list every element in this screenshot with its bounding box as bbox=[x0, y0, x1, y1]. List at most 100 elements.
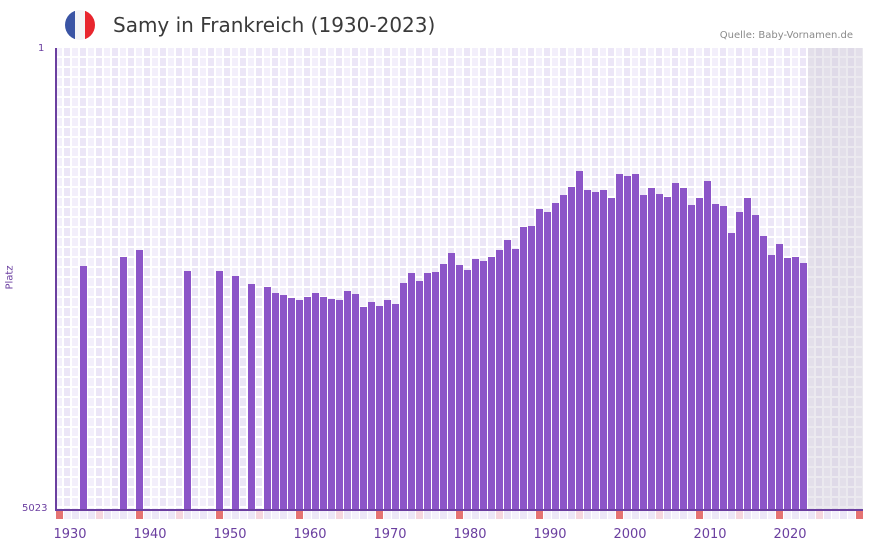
year-marker bbox=[352, 511, 359, 519]
year-marker bbox=[536, 511, 543, 519]
bar-2018 bbox=[776, 243, 783, 510]
bar-1976 bbox=[440, 264, 447, 510]
year-marker bbox=[376, 511, 383, 519]
bar-2002 bbox=[648, 188, 655, 510]
year-marker bbox=[832, 511, 839, 519]
y-axis-title: Platz bbox=[4, 265, 16, 290]
bar-1966 bbox=[360, 306, 367, 510]
year-marker bbox=[120, 511, 127, 519]
year-marker bbox=[528, 511, 535, 519]
year-marker bbox=[192, 511, 199, 519]
bar-1985 bbox=[512, 249, 519, 510]
bar-1977 bbox=[448, 252, 455, 510]
year-marker bbox=[400, 511, 407, 519]
year-marker bbox=[728, 511, 735, 519]
year-marker bbox=[256, 511, 263, 519]
year-marker bbox=[336, 511, 343, 519]
year-marker bbox=[248, 511, 255, 519]
year-marker bbox=[296, 511, 303, 519]
year-marker bbox=[64, 511, 71, 519]
year-marker bbox=[224, 511, 231, 519]
year-marker bbox=[168, 511, 175, 519]
year-marker bbox=[568, 511, 575, 519]
year-marker bbox=[856, 511, 863, 519]
year-marker bbox=[424, 511, 431, 519]
bar-1963 bbox=[336, 299, 343, 510]
source-credit: Quelle: Baby-Vornamen.de bbox=[719, 30, 853, 41]
bar-1982 bbox=[488, 257, 495, 510]
year-marker bbox=[88, 511, 95, 519]
x-tick-label: 1960 bbox=[293, 527, 327, 542]
year-marker bbox=[96, 511, 103, 519]
year-marker bbox=[360, 511, 367, 519]
year-marker bbox=[304, 511, 311, 519]
bar-1936 bbox=[120, 256, 127, 510]
bar-2012 bbox=[728, 233, 735, 510]
bar-2010 bbox=[712, 204, 719, 510]
bar-1993 bbox=[576, 171, 583, 510]
x-tick-label: 2020 bbox=[773, 527, 807, 542]
year-marker bbox=[696, 511, 703, 519]
year-marker bbox=[776, 511, 783, 519]
bar-1980 bbox=[472, 259, 479, 510]
year-marker bbox=[848, 511, 855, 519]
year-marker bbox=[808, 511, 815, 519]
year-marker bbox=[672, 511, 679, 519]
bar-1973 bbox=[416, 281, 423, 510]
year-marker bbox=[680, 511, 687, 519]
year-marker bbox=[720, 511, 727, 519]
year-marker bbox=[544, 511, 551, 519]
bar-2005 bbox=[672, 182, 679, 510]
year-marker bbox=[744, 511, 751, 519]
bar-2017 bbox=[768, 255, 775, 510]
year-marker bbox=[344, 511, 351, 519]
year-marker bbox=[240, 511, 247, 519]
bar-2011 bbox=[720, 206, 727, 510]
bar-1997 bbox=[608, 198, 615, 510]
bar-1952 bbox=[248, 283, 255, 510]
bar-1956 bbox=[280, 295, 287, 510]
bar-1960 bbox=[312, 292, 319, 510]
year-marker bbox=[496, 511, 503, 519]
bar-1991 bbox=[560, 195, 567, 510]
x-tick-label: 2000 bbox=[613, 527, 647, 542]
bar-1988 bbox=[536, 209, 543, 510]
year-marker bbox=[608, 511, 615, 519]
bar-1968 bbox=[376, 305, 383, 510]
year-marker bbox=[440, 511, 447, 519]
year-marker bbox=[392, 511, 399, 519]
bar-1950 bbox=[232, 275, 239, 510]
x-tick-label: 2010 bbox=[693, 527, 727, 542]
year-marker bbox=[384, 511, 391, 519]
year-marker bbox=[320, 511, 327, 519]
year-marker bbox=[704, 511, 711, 519]
bar-2003 bbox=[656, 194, 663, 510]
bar-2015 bbox=[752, 215, 759, 510]
bar-1959 bbox=[304, 297, 311, 510]
year-marker bbox=[656, 511, 663, 519]
year-marker bbox=[456, 511, 463, 519]
year-marker bbox=[616, 511, 623, 519]
bar-1931 bbox=[80, 266, 87, 510]
bar-1981 bbox=[480, 260, 487, 510]
x-axis-line bbox=[55, 509, 863, 511]
bar-1983 bbox=[496, 250, 503, 510]
year-marker bbox=[480, 511, 487, 519]
bar-1967 bbox=[368, 302, 375, 510]
bar-1995 bbox=[592, 191, 599, 510]
bar-1986 bbox=[520, 227, 527, 510]
year-marker bbox=[792, 511, 799, 519]
year-marker bbox=[176, 511, 183, 519]
year-marker bbox=[640, 511, 647, 519]
bar-1969 bbox=[384, 299, 391, 510]
year-marker bbox=[768, 511, 775, 519]
year-marker bbox=[560, 511, 567, 519]
year-marker bbox=[312, 511, 319, 519]
chart-title: Samy in Frankreich (1930-2023) bbox=[113, 13, 436, 37]
year-marker-strip bbox=[56, 511, 863, 519]
year-marker bbox=[472, 511, 479, 519]
x-tick-label: 1950 bbox=[213, 527, 247, 542]
bar-1975 bbox=[432, 272, 439, 510]
bar-1987 bbox=[528, 226, 535, 510]
year-marker bbox=[520, 511, 527, 519]
